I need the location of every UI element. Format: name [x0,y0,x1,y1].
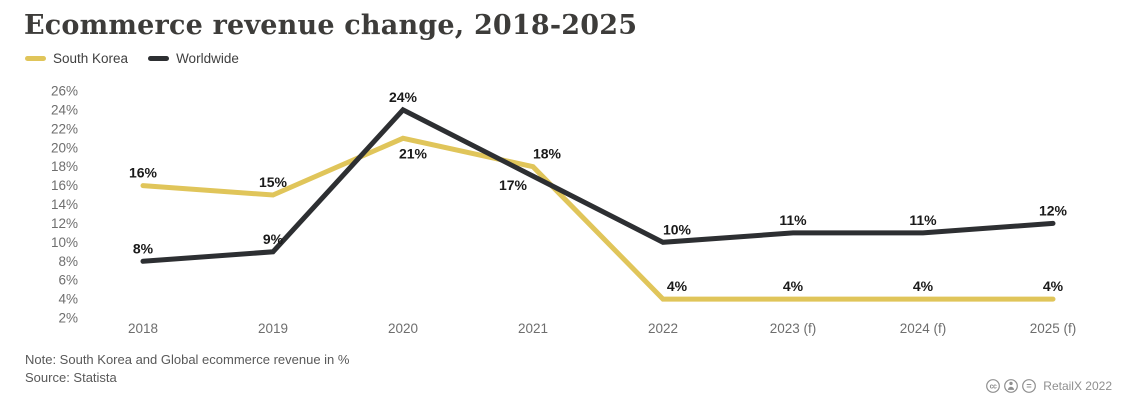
x-axis-label: 2023 (f) [770,321,817,336]
south-korea-line [140,135,1056,302]
south-korea-swatch-icon [25,56,46,61]
data-label-south-korea-2020: 21% [399,145,428,161]
x-axis-label: 2024 (f) [900,321,947,336]
y-axis-tick: 4% [58,292,78,307]
legend: South Korea Worldwide [25,51,239,66]
legend-label-worldwide: Worldwide [176,51,239,66]
y-axis-tick: 12% [51,216,78,231]
chart-source: Source: Statista [25,370,117,385]
x-axis-label: 2025 (f) [1030,321,1077,336]
data-label-south-korea-2024(f): 4% [913,278,934,294]
credit-text: RetailX 2022 [1043,379,1112,393]
y-axis-tick: 6% [58,273,78,288]
y-axis-tick: 18% [51,159,78,174]
data-label-south-korea-2025(f): 4% [1043,278,1064,294]
legend-item-south-korea: South Korea [25,51,128,66]
x-axis-label: 2018 [128,321,158,336]
data-label-south-korea-2018: 16% [129,165,158,181]
chart-note: Note: South Korea and Global ecommerce r… [25,352,350,367]
y-axis-tick: 10% [51,235,78,250]
data-label-south-korea-2022: 4% [667,278,688,294]
legend-item-worldwide: Worldwide [148,51,239,66]
creative-commons-license-icons: cc = [986,379,1037,393]
y-axis-tick: 20% [51,140,78,155]
data-label-worldwide-2018: 8% [133,240,154,256]
cc-nd-icon: = [1022,379,1037,393]
data-label-worldwide-2021: 17% [499,177,528,193]
x-axis-label: 2021 [518,321,548,336]
cc-by-attribution-icon [1004,379,1019,393]
x-axis-label: 2022 [648,321,678,336]
worldwide-swatch-icon [148,56,170,61]
credit: cc = RetailX 2022 [985,378,1112,394]
y-axis-tick: 2% [58,311,78,326]
cc-icon: cc [986,379,1001,393]
y-axis-tick: 14% [51,197,78,212]
data-label-worldwide-2023(f): 11% [779,212,807,228]
y-axis-tick: 26% [51,84,78,99]
page-title: Ecommerce revenue change, 2018-2025 [24,10,638,41]
legend-label-south-korea: South Korea [53,51,129,66]
svg-text:cc: cc [990,384,997,391]
data-label-worldwide-2025(f): 12% [1039,202,1068,218]
x-axis-label: 2020 [388,321,418,336]
data-label-south-korea-2023(f): 4% [783,278,804,294]
data-label-worldwide-2022: 10% [663,221,692,237]
data-label-worldwide-2020: 24% [389,89,418,105]
y-axis-tick: 16% [51,178,78,193]
data-label-worldwide-2024(f): 11% [909,212,937,228]
data-label-worldwide-2019: 9% [263,231,284,247]
x-axis-label: 2019 [258,321,288,336]
data-label-south-korea-2019: 15% [259,174,288,190]
svg-text:=: = [1027,381,1032,391]
y-axis-tick: 24% [51,102,78,117]
data-label-south-korea-2021: 18% [533,146,562,162]
worldwide-line [140,106,1056,264]
y-axis-tick: 22% [51,121,78,136]
y-axis-tick: 8% [58,254,78,269]
